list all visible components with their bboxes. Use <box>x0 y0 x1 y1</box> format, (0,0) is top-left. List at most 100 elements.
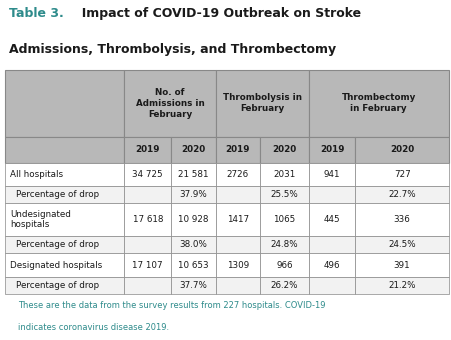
Bar <box>5 203 124 236</box>
Bar <box>309 277 355 294</box>
Text: 10 653: 10 653 <box>178 260 209 270</box>
Bar <box>309 203 355 236</box>
Text: 10 928: 10 928 <box>178 215 208 224</box>
Text: 1417: 1417 <box>227 215 249 224</box>
Bar <box>171 203 216 236</box>
Text: 2019: 2019 <box>136 146 160 154</box>
Text: All hospitals: All hospitals <box>10 170 63 179</box>
Text: 966: 966 <box>276 260 293 270</box>
Text: indicates coronavirus disease 2019.: indicates coronavirus disease 2019. <box>18 323 169 332</box>
Text: 21.2%: 21.2% <box>388 281 416 290</box>
Bar <box>355 236 449 253</box>
Text: 496: 496 <box>324 260 341 270</box>
Bar <box>260 163 309 186</box>
Bar <box>309 253 355 277</box>
Bar <box>216 70 309 137</box>
Text: 941: 941 <box>324 170 341 179</box>
Text: 34 725: 34 725 <box>133 170 163 179</box>
Text: Table 3.: Table 3. <box>9 6 64 20</box>
Bar <box>260 253 309 277</box>
Text: 336: 336 <box>394 215 410 224</box>
Text: Percentage of drop: Percentage of drop <box>16 240 99 249</box>
Text: 2020: 2020 <box>181 146 206 154</box>
Text: No. of
Admissions in
February: No. of Admissions in February <box>136 88 204 119</box>
Bar <box>124 70 216 137</box>
Bar <box>171 236 216 253</box>
Bar <box>124 277 171 294</box>
Bar <box>216 253 260 277</box>
Text: Thrombectomy
in February: Thrombectomy in February <box>341 93 416 114</box>
Text: 21 581: 21 581 <box>178 170 208 179</box>
Text: 24.8%: 24.8% <box>271 240 298 249</box>
Bar <box>5 236 124 253</box>
Bar <box>171 277 216 294</box>
Text: Percentage of drop: Percentage of drop <box>16 281 99 290</box>
Bar <box>309 70 449 137</box>
Bar <box>216 236 260 253</box>
Text: 24.5%: 24.5% <box>388 240 416 249</box>
Text: These are the data from the survey results from 227 hospitals. COVID-19: These are the data from the survey resul… <box>18 301 325 310</box>
Bar <box>5 137 124 163</box>
Text: Percentage of drop: Percentage of drop <box>16 190 99 199</box>
Text: 17 618: 17 618 <box>133 215 163 224</box>
Bar <box>216 277 260 294</box>
Bar <box>124 236 171 253</box>
Text: 25.5%: 25.5% <box>271 190 298 199</box>
Bar <box>260 186 309 203</box>
Bar <box>309 236 355 253</box>
Text: 2020: 2020 <box>272 146 296 154</box>
Text: 26.2%: 26.2% <box>271 281 298 290</box>
Bar <box>171 186 216 203</box>
Bar <box>260 203 309 236</box>
Text: 2726: 2726 <box>227 170 249 179</box>
Text: 1065: 1065 <box>273 215 295 224</box>
Bar <box>216 186 260 203</box>
Bar <box>171 163 216 186</box>
Bar <box>355 277 449 294</box>
Bar <box>124 203 171 236</box>
Text: 37.9%: 37.9% <box>179 190 207 199</box>
Bar <box>5 277 124 294</box>
Bar <box>309 186 355 203</box>
Text: Designated hospitals: Designated hospitals <box>10 260 102 270</box>
Text: 17 107: 17 107 <box>133 260 163 270</box>
Bar <box>260 236 309 253</box>
Bar <box>171 253 216 277</box>
Bar <box>124 163 171 186</box>
Bar <box>5 70 124 137</box>
Bar <box>124 253 171 277</box>
Text: 2019: 2019 <box>226 146 250 154</box>
Bar <box>355 186 449 203</box>
Text: Admissions, Thrombolysis, and Thrombectomy: Admissions, Thrombolysis, and Thrombecto… <box>9 44 336 56</box>
Bar <box>5 253 124 277</box>
Bar <box>355 163 449 186</box>
Text: Undesignated
hospitals: Undesignated hospitals <box>10 210 71 230</box>
Text: 391: 391 <box>394 260 410 270</box>
Bar <box>124 186 171 203</box>
Bar <box>124 137 171 163</box>
Bar <box>309 137 355 163</box>
Text: Thrombolysis in
February: Thrombolysis in February <box>223 93 302 114</box>
Bar <box>5 186 124 203</box>
Text: 2020: 2020 <box>390 146 414 154</box>
Text: 2019: 2019 <box>320 146 344 154</box>
Text: 37.7%: 37.7% <box>179 281 207 290</box>
Bar <box>309 163 355 186</box>
Bar <box>171 137 216 163</box>
Bar <box>5 163 124 186</box>
Bar <box>216 203 260 236</box>
Bar <box>355 253 449 277</box>
Bar <box>216 137 260 163</box>
Text: 727: 727 <box>394 170 410 179</box>
Text: 2031: 2031 <box>273 170 295 179</box>
Bar <box>260 137 309 163</box>
Text: 445: 445 <box>324 215 341 224</box>
Text: 22.7%: 22.7% <box>388 190 416 199</box>
Bar <box>260 277 309 294</box>
Bar <box>355 137 449 163</box>
Text: Impact of COVID-19 Outbreak on Stroke: Impact of COVID-19 Outbreak on Stroke <box>73 6 361 20</box>
Bar <box>216 163 260 186</box>
Text: 38.0%: 38.0% <box>179 240 207 249</box>
Bar <box>355 203 449 236</box>
Text: 1309: 1309 <box>226 260 249 270</box>
